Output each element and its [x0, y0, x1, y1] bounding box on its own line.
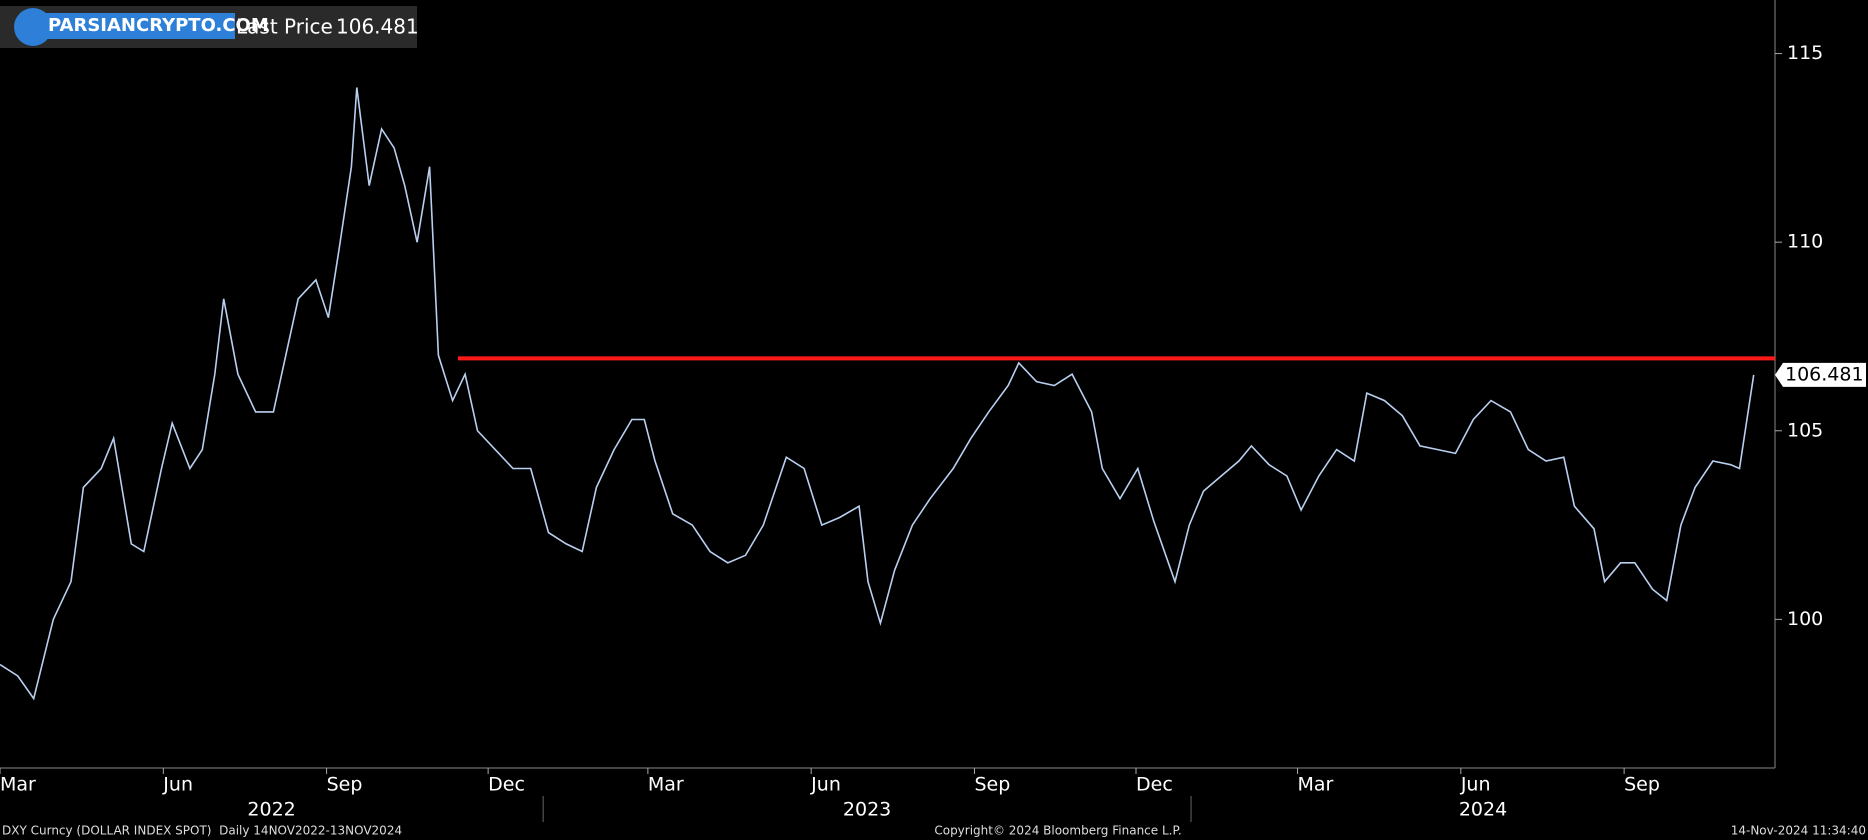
x-tick-label: Sep [974, 774, 1010, 796]
x-tick-label: Jun [162, 774, 193, 796]
x-tick-label: Mar [648, 774, 684, 796]
footer-center: Copyright© 2024 Bloomberg Finance L.P. [934, 824, 1181, 838]
legend-label: Last Price [236, 15, 333, 39]
x-tick-label: Mar [0, 774, 36, 796]
footer-right: 14-Nov-2024 11:34:40 [1731, 824, 1866, 838]
last-price-tag [1775, 362, 1866, 387]
y-tick-label: 110 [1787, 231, 1823, 253]
last-price-label: 106.481 [1785, 363, 1864, 385]
x-tick-label: Jun [810, 774, 841, 796]
x-tick-label: Sep [327, 774, 363, 796]
watermark-band [40, 13, 235, 39]
x-tick-label: Dec [488, 774, 525, 796]
x-tick-label: Dec [1136, 774, 1173, 796]
x-tick-label: Mar [1298, 774, 1334, 796]
y-tick-label: 105 [1787, 419, 1823, 441]
legend-value: 106.481 [336, 15, 419, 39]
footer-left: DXY Curncy (DOLLAR INDEX SPOT) Daily 14N… [2, 824, 402, 838]
x-tick-label: Jun [1460, 774, 1491, 796]
year-label: 2022 [247, 799, 295, 821]
year-label: 2024 [1459, 799, 1507, 821]
y-tick-label: 100 [1787, 608, 1823, 630]
x-tick-label: Sep [1624, 774, 1660, 796]
y-tick-label: 115 [1787, 42, 1823, 64]
price-line [0, 87, 1755, 701]
year-label: 2023 [843, 799, 891, 821]
watermark: PARSIANCRYPTO.COM [48, 15, 269, 36]
